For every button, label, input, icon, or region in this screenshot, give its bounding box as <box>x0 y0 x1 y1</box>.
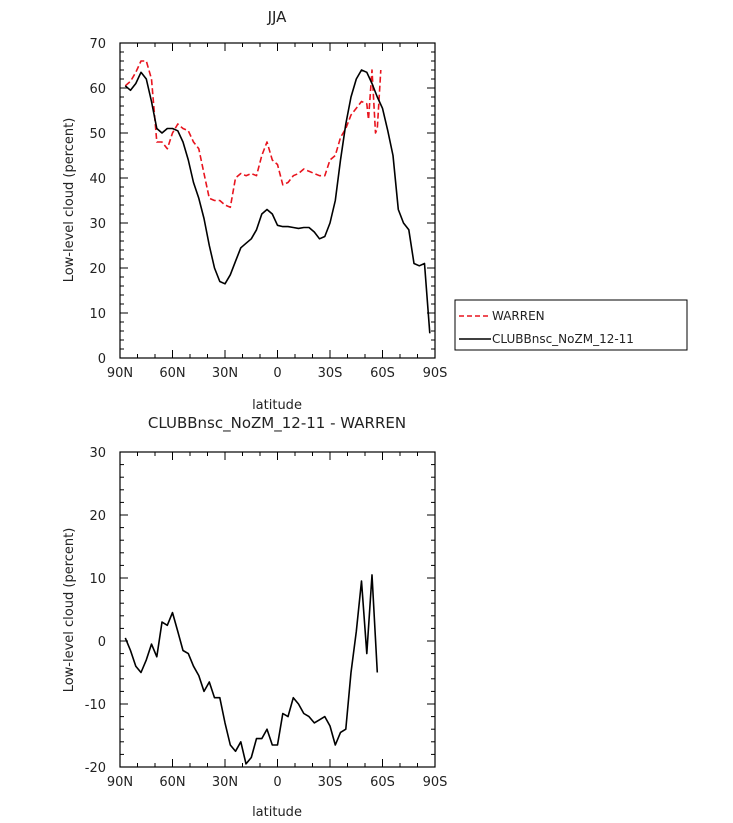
bottom-series-lines <box>124 574 379 765</box>
top-plot-frame <box>119 42 436 359</box>
top-x-axis-label: latitude <box>252 398 302 413</box>
x-tick-label: 60N <box>159 366 185 381</box>
y-tick-label: 40 <box>89 172 106 187</box>
y-tick-label: 70 <box>89 37 106 52</box>
top-tick-marks <box>119 42 436 359</box>
series-line-warren <box>124 60 382 209</box>
y-tick-label: -10 <box>85 698 106 713</box>
legend-box <box>454 299 688 351</box>
legend-label-clubb: CLUBBnsc_NoZM_12-11 <box>492 332 634 346</box>
x-tick-label: 0 <box>273 366 281 381</box>
x-tick-label: 90N <box>107 775 133 790</box>
series-line-difference <box>124 574 379 765</box>
bottom-chart-title: CLUBBnsc_NoZM_12-11 - WARREN <box>148 414 406 433</box>
x-tick-label: 30N <box>212 775 238 790</box>
y-tick-label: 60 <box>89 82 106 97</box>
bottom-tick-marks <box>119 451 436 768</box>
x-tick-label: 90S <box>423 775 448 790</box>
bottom-x-tick-labels: 90N 60N 30N 0 30S 60S 90S <box>107 775 448 790</box>
top-y-tick-labels: 0 10 20 30 40 50 60 70 <box>89 37 106 367</box>
x-tick-label: 90S <box>423 366 448 381</box>
x-tick-label: 30S <box>318 775 343 790</box>
y-tick-label: 50 <box>89 127 106 142</box>
y-tick-label: 30 <box>89 217 106 232</box>
x-tick-label: 60S <box>370 366 395 381</box>
x-tick-label: 30S <box>318 366 343 381</box>
y-tick-label: 20 <box>89 262 106 277</box>
bottom-plot-frame <box>119 451 436 768</box>
x-tick-label: 60N <box>159 775 185 790</box>
y-tick-label: 0 <box>98 635 106 650</box>
bottom-x-axis-label: latitude <box>252 805 302 820</box>
top-panel: JJA 90N 60N 30N 0 30S 60S 90S 010203040506070 … <box>62 8 447 413</box>
y-tick-label: 10 <box>89 307 106 322</box>
y-tick-label: -20 <box>85 761 106 776</box>
top-y-axis-label: Low-level cloud (percent) <box>62 118 77 283</box>
bottom-y-axis-label: Low-level cloud (percent) <box>62 528 77 693</box>
y-tick-label: 10 <box>89 572 106 587</box>
top-series-lines <box>124 60 431 334</box>
series-line-clubbnsc-nozm-12-11 <box>124 69 431 334</box>
x-tick-label: 60S <box>370 775 395 790</box>
top-chart-title: JJA <box>267 8 288 26</box>
x-tick-label: 30N <box>212 366 238 381</box>
y-tick-label: 20 <box>89 509 106 524</box>
y-tick-label: 0 <box>98 352 106 367</box>
y-tick-label: 30 <box>89 446 106 461</box>
x-tick-label: 0 <box>273 775 281 790</box>
bottom-y-tick-labels: -20 -10 0 10 20 30 <box>85 446 106 776</box>
bottom-panel: CLUBBnsc_NoZM_12-11 - WARREN 90N 60N 30N 0 3… <box>62 414 447 820</box>
x-tick-label: 90N <box>107 366 133 381</box>
top-x-tick-labels: 90N 60N 30N 0 30S 60S 90S <box>107 366 448 381</box>
legend-label-warren: WARREN <box>492 309 545 323</box>
legend: WARREN CLUBBnsc_NoZM_12-11 <box>454 299 688 351</box>
